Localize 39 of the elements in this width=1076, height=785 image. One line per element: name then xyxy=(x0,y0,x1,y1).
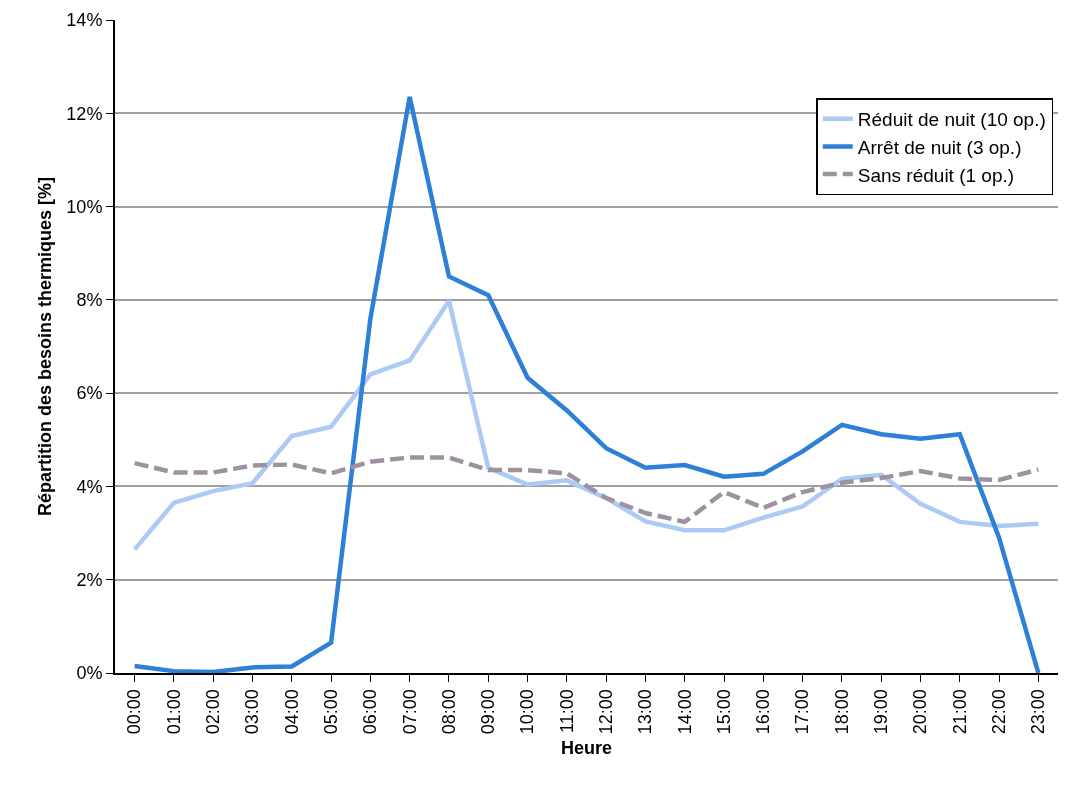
y-tick-label: 6% xyxy=(76,383,103,404)
x-tick-label: 02:00 xyxy=(203,689,224,735)
y-axis-title: Répartition des besoins thermiques [%] xyxy=(35,176,56,517)
legend-label: Sans réduit (1 op.) xyxy=(857,164,1015,186)
legend-label: Réduit de nuit (10 op.) xyxy=(857,109,1046,131)
x-tick-label: 08:00 xyxy=(438,689,459,735)
x-tick-label: 19:00 xyxy=(871,689,892,735)
y-tick-label: 4% xyxy=(76,476,103,497)
x-tick-label: 18:00 xyxy=(831,689,852,735)
y-tick-label: 0% xyxy=(76,663,103,684)
y-tick-label: 14% xyxy=(66,10,103,31)
x-tick-label: 15:00 xyxy=(713,689,734,735)
x-tick-label: 23:00 xyxy=(1028,689,1049,735)
x-tick-label: 20:00 xyxy=(910,689,931,735)
x-tick-label: 11:00 xyxy=(556,689,577,733)
x-tick-label: 04:00 xyxy=(281,689,302,735)
y-tick-label: 10% xyxy=(66,196,103,217)
x-tick-label: 07:00 xyxy=(399,689,420,735)
x-tick-label: 10:00 xyxy=(517,689,538,735)
x-tick-label: 06:00 xyxy=(360,689,381,735)
line-series xyxy=(132,298,1041,552)
x-tick-label: 13:00 xyxy=(635,689,656,735)
x-tick-label: 14:00 xyxy=(674,689,695,735)
y-tick-label: 8% xyxy=(76,290,103,311)
x-tick-label: 03:00 xyxy=(242,689,263,735)
y-tick-label: 12% xyxy=(66,103,103,124)
x-axis-title: Heure xyxy=(560,737,613,758)
x-tick-label: 17:00 xyxy=(792,689,813,735)
x-tick-label: 21:00 xyxy=(949,689,970,735)
x-tick-label: 22:00 xyxy=(988,689,1009,735)
x-tick-label: 16:00 xyxy=(753,689,774,735)
y-tick-label: 2% xyxy=(76,570,103,591)
x-tick-label: 00:00 xyxy=(124,689,145,735)
x-tick-label: 12:00 xyxy=(596,689,616,735)
legend-label: Arrêt de nuit (3 op.) xyxy=(857,136,1022,158)
x-tick-label: 09:00 xyxy=(478,689,499,735)
x-tick-label: 05:00 xyxy=(320,689,341,735)
line-series xyxy=(132,455,1041,525)
x-tick-label: 01:00 xyxy=(163,689,184,735)
